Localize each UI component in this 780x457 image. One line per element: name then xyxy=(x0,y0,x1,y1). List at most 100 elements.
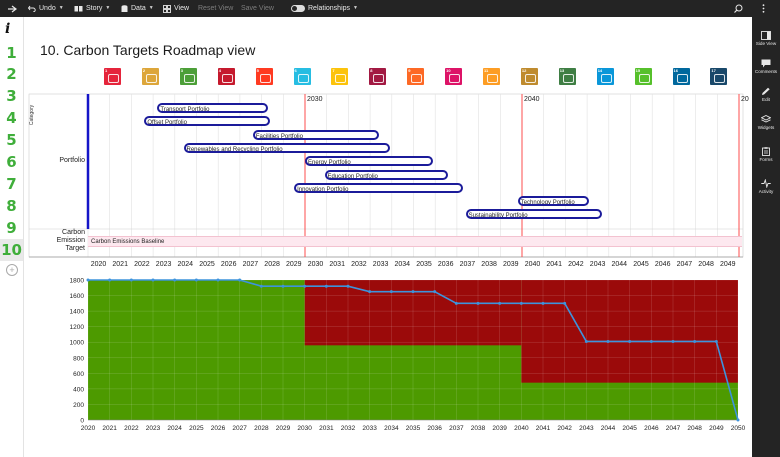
sdg-10-icon[interactable]: 10 xyxy=(445,68,463,85)
relationships-toggle[interactable]: Relationships ▼ xyxy=(291,0,358,17)
page-title: 10. Carbon Targets Roadmap view xyxy=(40,42,256,58)
reset-view-label: Reset View xyxy=(198,5,234,12)
y-tick-label: 1200 xyxy=(70,324,85,331)
story-dropdown-icon[interactable]: ▼ xyxy=(105,5,111,11)
sdg-11-icon[interactable]: 11 xyxy=(483,68,500,85)
sdg-number: 2 xyxy=(142,68,146,73)
x-tick-label: 2050 xyxy=(731,425,746,432)
sdg-4-icon[interactable]: 4 xyxy=(217,68,235,85)
portfolio-bar[interactable]: Energy Portfolio xyxy=(305,156,433,167)
edit-button[interactable]: Edit xyxy=(752,87,780,102)
toggle-switch-icon[interactable] xyxy=(291,5,305,12)
timeline-year-label: 2024 xyxy=(177,261,194,268)
timeline-year-label: 2045 xyxy=(633,261,649,268)
search-icon[interactable] xyxy=(734,0,743,17)
row-number-5[interactable]: 5 xyxy=(6,131,17,149)
sdg-5-icon[interactable]: 5 xyxy=(255,68,273,85)
row-number-3[interactable]: 3 xyxy=(6,87,17,105)
row-number-6[interactable]: 6 xyxy=(6,153,17,171)
portfolio-bar[interactable]: Renewables and Recycling Portfolio xyxy=(183,142,390,153)
row-number-7[interactable]: 7 xyxy=(6,175,17,193)
sdg-8-icon[interactable]: 8 xyxy=(369,68,387,85)
portfolio-bar[interactable]: Technology Portfolio xyxy=(517,196,590,207)
portfolio-bar[interactable]: Education Portfolio xyxy=(324,169,449,180)
sdg-15-icon[interactable]: 15 xyxy=(634,68,652,85)
x-tick-label: 2022 xyxy=(124,425,139,432)
sdg-13-icon[interactable]: 13 xyxy=(558,68,576,85)
timeline-year-label: 2037 xyxy=(459,261,476,268)
milestone-2040-label: 2040 xyxy=(524,96,540,103)
sdg-17-icon[interactable]: 17 xyxy=(710,68,728,85)
timeline-year-label: 2036 xyxy=(437,261,454,268)
row-number-2[interactable]: 2 xyxy=(6,65,17,83)
sdg-number: 9 xyxy=(408,68,411,73)
emissions-chart: 0 200 400 600 800 1000 1200 1400 1600 1800 2020 202… xyxy=(70,278,746,433)
sdg-number: 5 xyxy=(256,68,259,73)
portfolio-bar[interactable]: Innovation Portfolio xyxy=(294,182,464,193)
edit-label: Edit xyxy=(762,97,770,102)
comment-icon xyxy=(761,59,771,68)
more-options-icon[interactable] xyxy=(762,0,765,17)
y-tick-label: 200 xyxy=(73,402,84,409)
timeline-year-label: 2038 xyxy=(481,261,497,268)
activity-label: Activity xyxy=(758,189,774,194)
data-dropdown-icon[interactable]: ▼ xyxy=(148,5,154,11)
row-number-10[interactable]: 10 xyxy=(0,239,23,261)
data-button[interactable]: Data ▼ xyxy=(121,0,154,17)
forms-button[interactable]: Forms xyxy=(752,147,780,162)
timeline-year-label: 2044 xyxy=(611,261,628,268)
sdg-number: 7 xyxy=(332,68,335,73)
save-view-button[interactable]: Save View xyxy=(241,0,274,17)
sdg-glyph-icon xyxy=(335,74,347,83)
back-arrow-icon[interactable] xyxy=(7,0,17,17)
info-icon[interactable]: i xyxy=(5,21,11,37)
sdg-14-icon[interactable]: 14 xyxy=(596,68,614,85)
sdg-9-icon[interactable]: 9 xyxy=(407,68,425,85)
undo-icon xyxy=(28,5,36,12)
comments-button[interactable]: Comments xyxy=(752,59,780,74)
carbon-emissions-baseline-bar[interactable]: Carbon Emissions Baseline xyxy=(88,236,742,247)
sdg-glyph-icon xyxy=(373,74,385,83)
x-tick-label: 2027 xyxy=(232,425,247,432)
y-tick-label: 400 xyxy=(73,386,84,393)
emissions-point xyxy=(693,339,697,343)
undo-label: Undo xyxy=(39,5,56,12)
row-number-8[interactable]: 8 xyxy=(6,197,17,215)
portfolio-bar[interactable]: Facilities Portfolio xyxy=(252,129,379,140)
x-tick-label: 2026 xyxy=(211,425,226,432)
side-view-button[interactable]: Side View xyxy=(752,31,780,46)
sdg-6-icon[interactable]: 6 xyxy=(293,68,311,85)
emissions-point xyxy=(216,278,220,282)
sdg-1-icon[interactable]: 1 xyxy=(104,68,121,85)
x-tick-label: 2034 xyxy=(384,425,399,432)
timeline-year-label: 2039 xyxy=(503,261,519,268)
timeline-year-label: 2031 xyxy=(329,261,345,268)
widgets-button[interactable]: Widgets xyxy=(752,115,780,130)
reset-view-button[interactable]: Reset View xyxy=(198,0,233,17)
timeline-year-label: 2020 xyxy=(90,261,107,268)
sdg-7-icon[interactable]: 7 xyxy=(331,68,349,85)
undo-button[interactable]: Undo ▼ xyxy=(28,0,64,17)
story-button[interactable]: Story ▼ xyxy=(74,0,110,17)
activity-button[interactable]: Activity xyxy=(752,179,780,194)
portfolio-bar[interactable]: Transport Portfolio xyxy=(157,103,269,113)
emissions-point xyxy=(108,278,112,282)
sdg-12-icon[interactable]: 12 xyxy=(520,68,538,85)
view-button[interactable]: View xyxy=(163,0,189,17)
row-number-1[interactable]: 1 xyxy=(6,44,17,62)
add-row-icon[interactable]: + xyxy=(6,264,18,276)
sdg-2-icon[interactable]: 2 xyxy=(141,68,159,85)
portfolio-bar[interactable]: Offset Portfolio xyxy=(144,116,271,127)
row-number-9[interactable]: 9 xyxy=(6,219,17,237)
portfolio-bar[interactable]: Sustainability Portfolio xyxy=(465,209,603,220)
emissions-point xyxy=(173,278,177,282)
sdg-glyph-icon xyxy=(297,74,309,83)
x-tick-label: 2029 xyxy=(276,425,291,432)
sdg-3-icon[interactable]: 3 xyxy=(179,68,197,85)
sdg-16-icon[interactable]: 16 xyxy=(672,68,690,85)
relationships-dropdown-icon[interactable]: ▼ xyxy=(353,5,358,11)
row-number-4[interactable]: 4 xyxy=(6,109,17,127)
undo-dropdown-icon[interactable]: ▼ xyxy=(58,5,64,11)
timeline-year-label: 2026 xyxy=(220,261,237,268)
emissions-point xyxy=(476,301,480,305)
